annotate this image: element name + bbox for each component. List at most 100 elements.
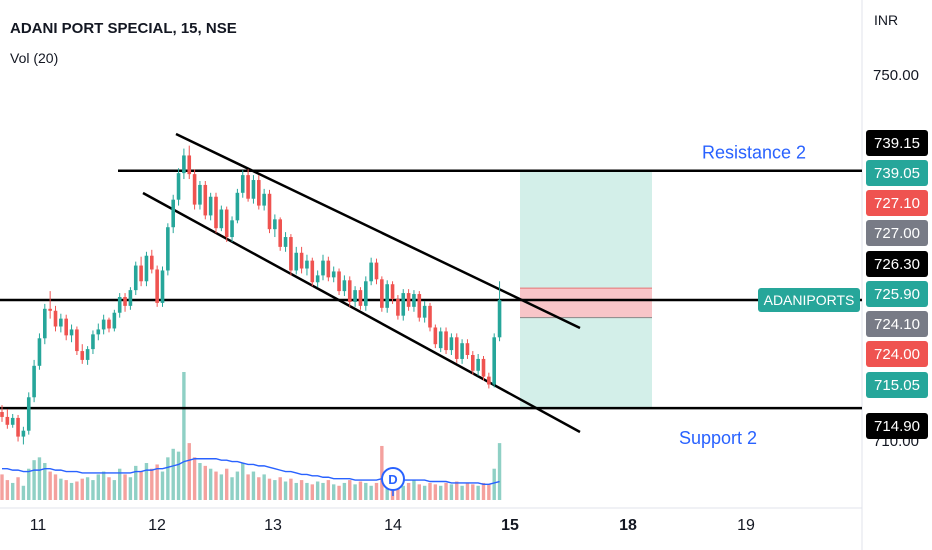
candle-body bbox=[406, 293, 411, 307]
candle-body bbox=[43, 308, 47, 339]
volume-bar bbox=[144, 463, 149, 500]
volume-bar bbox=[123, 474, 127, 500]
volume-bar bbox=[21, 485, 26, 500]
candle-body bbox=[374, 262, 379, 280]
volume-bar bbox=[283, 481, 288, 500]
volume-bar bbox=[171, 448, 175, 500]
candle-body bbox=[369, 262, 373, 282]
candle-body bbox=[471, 355, 475, 371]
volume-bar bbox=[267, 478, 272, 500]
candle-body bbox=[305, 260, 309, 269]
volume-bar bbox=[460, 485, 464, 500]
time-axis-label: 11 bbox=[30, 517, 47, 534]
volume-bar bbox=[11, 482, 15, 500]
candle-body bbox=[331, 271, 336, 278]
price-tag-box bbox=[866, 251, 928, 277]
candle-body bbox=[326, 260, 331, 278]
candle-body bbox=[112, 312, 117, 329]
candle-body bbox=[487, 376, 491, 385]
candle-body bbox=[321, 260, 325, 276]
candle-body bbox=[10, 417, 15, 425]
volume-bar bbox=[439, 485, 443, 500]
volume-bar bbox=[0, 474, 4, 500]
volume-bar bbox=[492, 468, 496, 500]
candle-body bbox=[251, 180, 256, 199]
candle-body bbox=[37, 338, 42, 366]
volume-bar bbox=[139, 471, 143, 500]
volume-bar bbox=[433, 484, 438, 500]
symbol-title[interactable]: ADANI PORT SPECIAL, 15, NSE bbox=[10, 20, 237, 37]
candle-body bbox=[262, 193, 266, 206]
volume-bar bbox=[497, 443, 502, 500]
candle-body bbox=[75, 329, 79, 352]
candle-body bbox=[342, 280, 347, 292]
volume-bar bbox=[315, 481, 320, 500]
volume-bar bbox=[396, 482, 400, 500]
candle-body bbox=[294, 252, 299, 271]
volume-bar bbox=[53, 474, 58, 500]
volume-bar bbox=[219, 474, 224, 500]
candle-body bbox=[347, 280, 352, 302]
volume-bar bbox=[37, 457, 42, 500]
time-axis-label: 12 bbox=[148, 517, 166, 534]
volume-bar bbox=[326, 480, 331, 500]
volume-bar bbox=[16, 477, 20, 500]
channel-lower-line bbox=[142, 191, 581, 434]
candle-body bbox=[289, 237, 293, 271]
candle-body bbox=[128, 290, 133, 306]
candle-body bbox=[492, 337, 496, 385]
volume-bar bbox=[353, 484, 357, 500]
volume-bar bbox=[481, 482, 486, 500]
volume-bar bbox=[476, 485, 480, 500]
price-tag-box bbox=[866, 341, 928, 367]
candle-body bbox=[267, 193, 272, 230]
candle-body bbox=[460, 343, 464, 359]
price-tag-label: 739.05 bbox=[874, 165, 920, 182]
volume-bar bbox=[182, 372, 186, 500]
price-tick-label: 750.00 bbox=[873, 67, 919, 84]
volume-bar bbox=[422, 485, 427, 500]
volume-bar bbox=[417, 484, 421, 500]
candle-body bbox=[144, 255, 149, 282]
volume-bar bbox=[289, 478, 293, 500]
candle-body bbox=[171, 199, 175, 228]
volume-bar bbox=[278, 477, 282, 500]
candle-body bbox=[198, 184, 202, 205]
volume-bar bbox=[27, 468, 31, 500]
price-tag-label: 725.90 bbox=[874, 286, 920, 303]
volume-bar bbox=[48, 471, 52, 500]
candle-body bbox=[59, 318, 63, 327]
candle-body bbox=[401, 293, 406, 316]
volume-bar bbox=[128, 477, 133, 500]
volume-bar bbox=[118, 468, 122, 500]
volume-bar bbox=[134, 465, 138, 500]
volume-bar bbox=[5, 480, 10, 500]
price-tag-box bbox=[866, 311, 928, 337]
candle-body bbox=[0, 412, 4, 417]
price-tag-box bbox=[866, 413, 928, 439]
candle-body bbox=[465, 343, 470, 356]
candle-body bbox=[107, 319, 111, 329]
support-2-label: Support 2 bbox=[679, 428, 757, 448]
stop-zone bbox=[520, 288, 652, 318]
volume-bar bbox=[43, 463, 47, 500]
time-axis-label: 13 bbox=[264, 517, 282, 534]
volume-bar bbox=[230, 477, 234, 500]
dividend-marker-label: D bbox=[388, 472, 397, 487]
volume-bar bbox=[69, 482, 74, 500]
volume-ma-line bbox=[2, 458, 500, 486]
volume-bar bbox=[273, 480, 277, 500]
price-tag-label: 724.10 bbox=[874, 316, 920, 333]
volume-indicator-label[interactable]: Vol (20) bbox=[10, 50, 59, 66]
candle-body bbox=[64, 318, 68, 336]
candle-body bbox=[449, 337, 454, 351]
volume-bar bbox=[348, 480, 352, 500]
candle-body bbox=[96, 329, 101, 335]
candle-body bbox=[160, 270, 165, 303]
candle-body bbox=[240, 175, 245, 193]
volume-bar bbox=[406, 482, 411, 500]
candle-body bbox=[219, 209, 224, 229]
candle-body bbox=[278, 219, 282, 247]
price-tag-box bbox=[866, 220, 928, 246]
